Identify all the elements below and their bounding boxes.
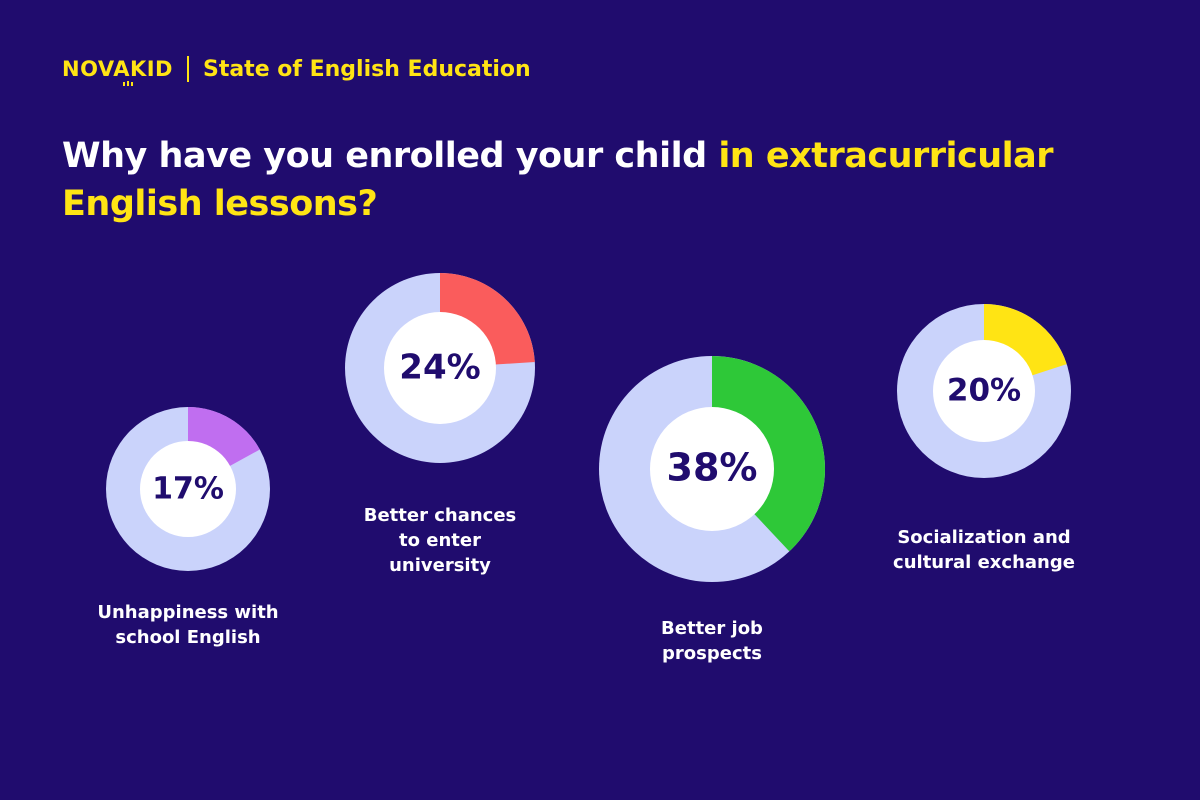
donut-2: 24%: [345, 273, 535, 463]
brand-name: NOVAKID: [62, 57, 173, 81]
percent-label: 17%: [152, 472, 224, 507]
donut-center: [384, 312, 496, 424]
title-white-part: Why have you enrolled your child: [62, 136, 719, 176]
category-label: Socialization and cultural exchange: [893, 527, 1075, 573]
category-label: Unhappiness with school English: [97, 602, 279, 648]
novakid-logo: NOVAKID: [62, 57, 173, 86]
percent-label: 24%: [399, 348, 480, 388]
donut-3: 38%: [599, 356, 825, 582]
header-subtitle: State of English Education: [202, 56, 531, 82]
header: NOVAKID State of English Education: [62, 52, 531, 86]
donut-center: [650, 407, 774, 531]
header-divider: [186, 56, 189, 82]
percent-label: 38%: [667, 446, 758, 490]
logo-spark-icon: [123, 81, 133, 86]
title-highlight-part: in extracurricular English lessons?: [62, 136, 1054, 224]
donut-1: 17%: [106, 407, 270, 571]
page-title: Why have you enrolled your child in extr…: [62, 132, 1142, 228]
category-label: Better chances to enter university: [363, 505, 517, 576]
percent-label: 20%: [947, 373, 1021, 409]
donut-center: [933, 340, 1035, 442]
donut-4: 20%: [897, 304, 1071, 478]
category-label: Better job prospects: [661, 618, 763, 664]
donut-center: [140, 441, 236, 537]
